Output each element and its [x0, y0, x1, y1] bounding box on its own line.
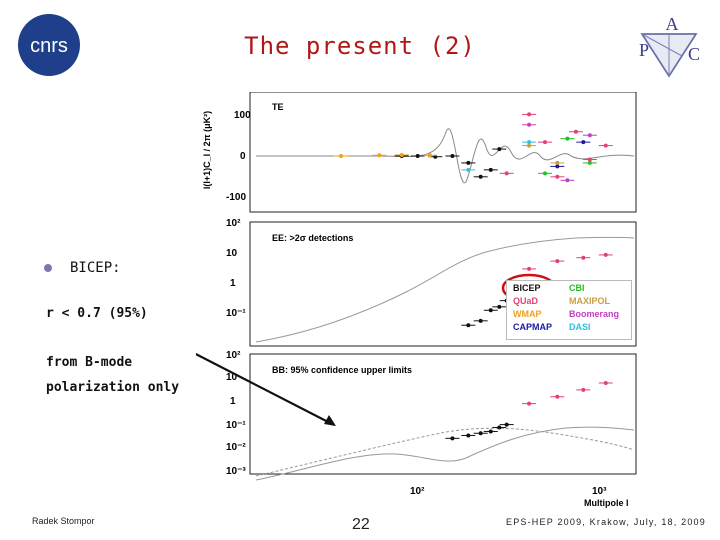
te-theory-curve — [256, 128, 635, 184]
pointer-arrow — [196, 352, 335, 426]
bb-ytick-3: 10⁻¹ — [226, 420, 246, 431]
point-te-bicep-7 — [497, 147, 502, 152]
footer-author: Radek Stompor — [32, 516, 95, 526]
te-ytick-100: 100 — [234, 110, 251, 121]
legend-dasi: DASI — [569, 322, 591, 332]
legend-capmap: CAPMAP — [513, 322, 553, 332]
bullet-bicep: BICEP: — [70, 260, 121, 276]
footer-conference: EPS-HEP 2009, Krakow, July, 18, 2009 — [506, 517, 706, 527]
point-te-quad-6 — [603, 143, 608, 148]
legend-wmap: WMAP — [513, 309, 542, 319]
te-ylabel: l(l+1)C_l / 2π (μK²) — [202, 111, 212, 189]
point-te-bicep-3 — [450, 154, 455, 158]
bb-xtick-100: 10² — [410, 486, 425, 497]
ee-ytick-2: 1 — [230, 278, 236, 289]
te-ytick-0: 0 — [240, 151, 246, 162]
point-bb-bicep-4 — [497, 425, 502, 430]
point-bb-quad-1 — [555, 394, 560, 399]
ee-panel-title: EE: >2σ detections — [272, 233, 353, 243]
point-te-capmap-1 — [581, 140, 586, 145]
point-te-quad-4 — [573, 129, 578, 134]
point-te-maxipol-0 — [527, 143, 532, 148]
bb-ytick-4: 10⁻² — [226, 442, 246, 453]
point-ee-bicep-0 — [466, 323, 471, 328]
bb-theory-curve-grav — [255, 426, 635, 481]
ee-theory-curve — [255, 236, 635, 343]
point-te-cbi-1 — [565, 136, 570, 141]
point-te-quad-1 — [527, 112, 532, 117]
point-te-cbi-2 — [587, 160, 592, 165]
point-te-quad-3 — [555, 174, 560, 179]
pointer-arrowhead — [324, 415, 336, 426]
cnrs-logo-text: cnrs — [30, 35, 68, 57]
point-ee-quad-2 — [581, 255, 586, 260]
point-te-quad-5 — [587, 157, 592, 162]
point-te-capmap-0 — [555, 164, 560, 169]
point-te-bicep-1 — [415, 154, 420, 158]
point-te-bicep-5 — [478, 174, 483, 179]
point-te-wmap-2 — [399, 152, 404, 157]
te-ytick-m100: -100 — [226, 192, 246, 203]
bb-ytick-0: 10² — [226, 350, 241, 361]
point-bb-quad-3 — [603, 381, 608, 386]
point-bb-quad-0 — [527, 401, 532, 406]
point-bb-bicep-5 — [504, 422, 509, 427]
bullet-icon — [44, 264, 52, 272]
point-ee-quad-0 — [527, 266, 532, 271]
point-te-bicep-4 — [466, 160, 471, 165]
bb-ytick-2: 1 — [230, 396, 236, 407]
point-ee-bicep-2 — [488, 308, 493, 313]
cnrs-logo-icon: cnrs — [18, 14, 80, 76]
point-bb-bicep-2 — [478, 431, 483, 436]
ee-ytick-1: 10 — [226, 248, 238, 259]
point-ee-quad-3 — [603, 252, 608, 257]
point-te-wmap-3 — [428, 153, 433, 158]
chart-legend: BICEP QUaD WMAP CAPMAP CBI MAXIPOL Boome… — [506, 280, 632, 340]
point-te-wmap-0 — [339, 154, 344, 158]
te-panel-frame — [249, 92, 637, 213]
bb-ytick-5: 10⁻³ — [226, 466, 246, 477]
legend-bicep: BICEP — [513, 283, 541, 293]
point-te-maxipol-1 — [555, 160, 560, 165]
point-te-boomerang-2 — [587, 133, 592, 138]
apc-letter-a: A — [666, 14, 679, 34]
point-bb-bicep-3 — [488, 429, 493, 434]
point-te-quad-2 — [542, 140, 547, 145]
bb-ytick-1: 10 — [226, 372, 238, 383]
ee-ytick-3: 10⁻¹ — [226, 308, 246, 319]
point-ee-bicep-3 — [497, 304, 502, 309]
ee-ytick-0: 10² — [226, 218, 241, 229]
point-bb-bicep-0 — [450, 436, 455, 441]
legend-cbi: CBI — [569, 283, 585, 293]
r-limit-text: r < 0.7 (95%) — [46, 306, 148, 321]
page-number: 22 — [352, 516, 370, 533]
legend-maxipol: MAXIPOL — [569, 296, 611, 306]
point-bb-bicep-1 — [466, 433, 471, 438]
from-bmode-text: from B-mode polarization only — [46, 355, 180, 395]
te-panel-title: TE — [272, 102, 284, 112]
bb-panel-title: BB: 95% confidence upper limits — [272, 365, 412, 375]
point-te-boomerang-1 — [565, 178, 570, 183]
point-ee-quad-1 — [555, 259, 560, 264]
point-te-dasi-0 — [466, 167, 471, 172]
point-te-dasi-1 — [527, 140, 532, 145]
point-ee-bicep-1 — [478, 318, 483, 323]
apc-letter-c: C — [688, 44, 700, 64]
bb-theory-curve-lensing — [255, 427, 635, 477]
bb-xtick-1000: 10³ — [592, 486, 607, 497]
apc-letter-p: P — [639, 40, 649, 60]
bb-xlabel: Multipole l — [584, 498, 629, 508]
point-bb-quad-2 — [581, 387, 586, 392]
point-te-cbi-0 — [542, 171, 547, 176]
legend-boomerang: Boomerang — [569, 309, 620, 319]
cmb-polarization-chart: TE EE: >2σ detections BB: 95% confidence… — [196, 92, 637, 508]
point-te-quad-0 — [504, 171, 509, 176]
legend-quad: QUaD — [513, 296, 539, 306]
slide-title: The present (2) — [244, 32, 476, 60]
point-te-boomerang-0 — [527, 122, 532, 127]
point-te-wmap-1 — [377, 153, 382, 158]
point-te-bicep-6 — [488, 167, 493, 172]
apc-logo-icon: A P C — [639, 14, 700, 78]
